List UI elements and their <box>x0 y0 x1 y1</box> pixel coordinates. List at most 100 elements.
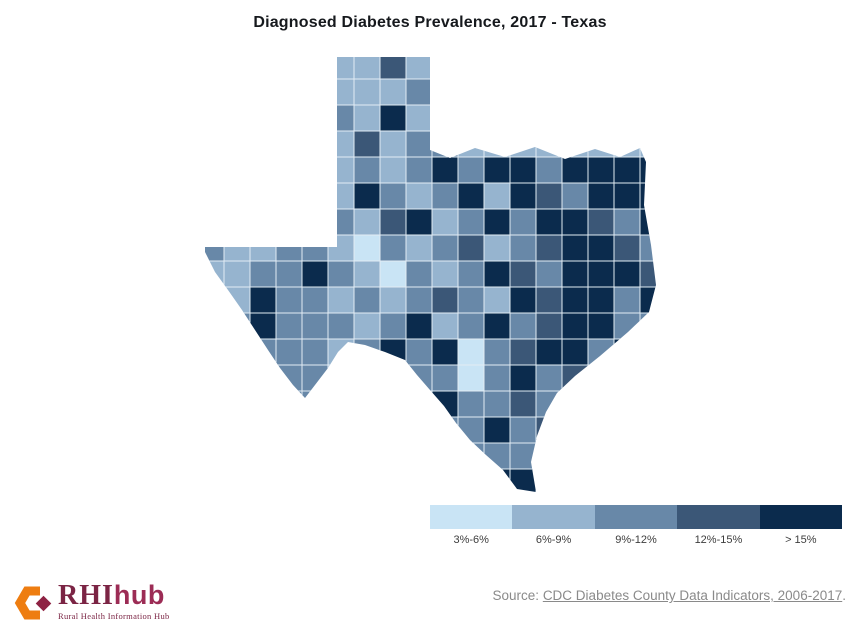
county-cell <box>275 416 303 444</box>
county-cell <box>379 208 407 236</box>
county-cell <box>431 104 459 132</box>
legend-item: 6%-9% <box>512 505 595 546</box>
legend-label: 9%-12% <box>615 534 657 546</box>
county-cell <box>431 57 459 80</box>
county-cell <box>327 260 355 288</box>
county-cell <box>205 130 225 158</box>
county-cell <box>327 286 355 314</box>
county-cell <box>613 312 641 340</box>
county-cell <box>483 130 511 158</box>
county-cell <box>223 78 251 106</box>
county-cell <box>301 416 329 444</box>
county-cell <box>587 182 615 210</box>
county-cell <box>561 208 589 236</box>
county-cell <box>379 182 407 210</box>
legend-item: > 15% <box>759 505 843 546</box>
county-cell <box>275 104 303 132</box>
legend-swatch <box>430 505 513 529</box>
county-cell <box>379 234 407 262</box>
county-cell <box>483 260 511 288</box>
county-cell <box>457 260 485 288</box>
county-cell <box>379 364 407 392</box>
rhihub-logo-icon <box>14 586 52 620</box>
county-cell <box>483 208 511 236</box>
county-cell <box>587 390 615 418</box>
county-cell <box>379 416 407 444</box>
logo-rhi-text: RHI <box>58 580 114 611</box>
county-cell <box>431 312 459 340</box>
county-cell <box>275 156 303 184</box>
county-cell <box>639 442 656 470</box>
county-cell <box>353 182 381 210</box>
county-cell <box>353 338 381 366</box>
county-cell <box>457 104 485 132</box>
county-cell <box>405 468 433 492</box>
county-cell <box>587 442 615 470</box>
rhihub-logo[interactable]: RHIhub Rural Health Information Hub <box>12 582 170 624</box>
county-cell <box>205 234 225 262</box>
county-cell <box>301 234 329 262</box>
county-cell <box>353 390 381 418</box>
county-cell <box>353 156 381 184</box>
county-cell <box>405 234 433 262</box>
county-cell <box>483 364 511 392</box>
legend-label: 3%-6% <box>453 534 489 546</box>
county-cell <box>405 416 433 444</box>
county-cell <box>431 234 459 262</box>
county-cell <box>301 312 329 340</box>
county-cell <box>275 468 303 492</box>
county-cell <box>431 442 459 470</box>
county-cell <box>327 312 355 340</box>
county-cell <box>639 416 656 444</box>
county-cell <box>431 260 459 288</box>
county-cell <box>353 416 381 444</box>
county-cell <box>561 312 589 340</box>
county-cell <box>509 442 537 470</box>
county-cell <box>379 442 407 470</box>
county-cell <box>353 130 381 158</box>
county-cell <box>353 468 381 492</box>
county-cell <box>205 468 225 492</box>
county-cell <box>535 260 563 288</box>
county-cell <box>205 104 225 132</box>
source-prefix: Source: <box>492 588 543 603</box>
county-cells-layer <box>205 57 656 492</box>
county-cell <box>561 57 589 80</box>
county-cell <box>483 57 511 80</box>
county-cell <box>431 208 459 236</box>
legend-swatch <box>677 505 760 529</box>
county-cell <box>639 57 656 80</box>
county-cell <box>457 156 485 184</box>
county-cell <box>379 130 407 158</box>
county-cell <box>249 338 277 366</box>
county-cell <box>613 468 641 492</box>
county-cell <box>587 338 615 366</box>
county-cell <box>613 442 641 470</box>
county-cell <box>587 208 615 236</box>
county-cell <box>301 260 329 288</box>
county-cell <box>405 130 433 158</box>
source-link[interactable]: CDC Diabetes County Data Indicators, 200… <box>542 588 843 603</box>
county-cell <box>509 156 537 184</box>
county-cell <box>561 338 589 366</box>
county-cell <box>205 312 225 340</box>
county-cell <box>431 468 459 492</box>
texas-choropleth-map <box>198 53 662 497</box>
county-cell <box>223 312 251 340</box>
county-cell <box>205 286 225 314</box>
county-cell <box>223 182 251 210</box>
county-cell <box>205 78 225 106</box>
county-cell <box>457 208 485 236</box>
county-cell <box>639 156 656 184</box>
county-cell <box>535 182 563 210</box>
county-cell <box>457 338 485 366</box>
legend-item: 12%-15% <box>677 505 760 546</box>
county-cell <box>405 364 433 392</box>
county-cell <box>223 104 251 132</box>
county-cell <box>327 442 355 470</box>
county-cell <box>535 234 563 262</box>
county-cell <box>457 286 485 314</box>
county-cell <box>327 364 355 392</box>
county-cell <box>613 208 641 236</box>
county-cell <box>639 390 656 418</box>
